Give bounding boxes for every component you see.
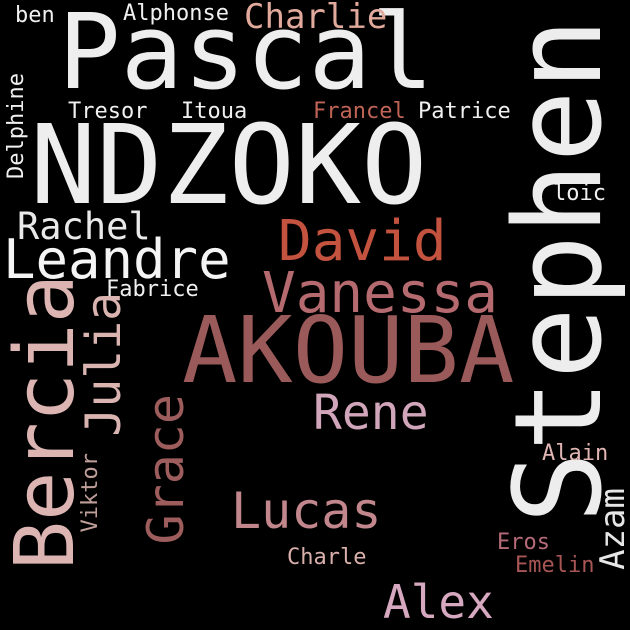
word-fabrice: Fabrice (106, 277, 199, 302)
word-delphine: Delphine (4, 73, 29, 179)
word-loic: loic (553, 181, 606, 206)
word-ndzoko: NDZOKO (30, 101, 428, 229)
word-lucas: Lucas (231, 482, 382, 540)
word-grace: Grace (137, 394, 195, 545)
word-pascal: Pascal (58, 0, 434, 113)
word-emelin: Emelin (515, 553, 595, 578)
word-itoua: Itoua (181, 99, 248, 124)
word-julia: Julia (76, 292, 132, 437)
word-francel: Francel (313, 99, 406, 124)
word-alex: Alex (383, 575, 494, 629)
word-tresor: Tresor (68, 99, 148, 124)
word-viktor: Viktor (78, 453, 103, 533)
word-david: David (278, 209, 447, 274)
word-alphonse: Alphonse (123, 1, 229, 26)
word-eros: Eros (497, 530, 550, 555)
word-rachel: Rachel (17, 205, 151, 248)
word-rene: Rene (313, 385, 429, 441)
word-ben: ben (15, 3, 55, 28)
word-akouba: AKOUBA (182, 297, 515, 404)
word-vanessa: Vanessa (262, 261, 499, 326)
word-charlie: Charlie (244, 0, 388, 37)
word-alain: Alain (542, 441, 609, 466)
word-azam: Azam (593, 488, 630, 570)
word-charle: Charle (287, 545, 367, 570)
word-patrice: Patrice (418, 99, 511, 124)
word-bercia: Bercia (0, 274, 93, 571)
word-leandre: Leandre (3, 228, 231, 291)
